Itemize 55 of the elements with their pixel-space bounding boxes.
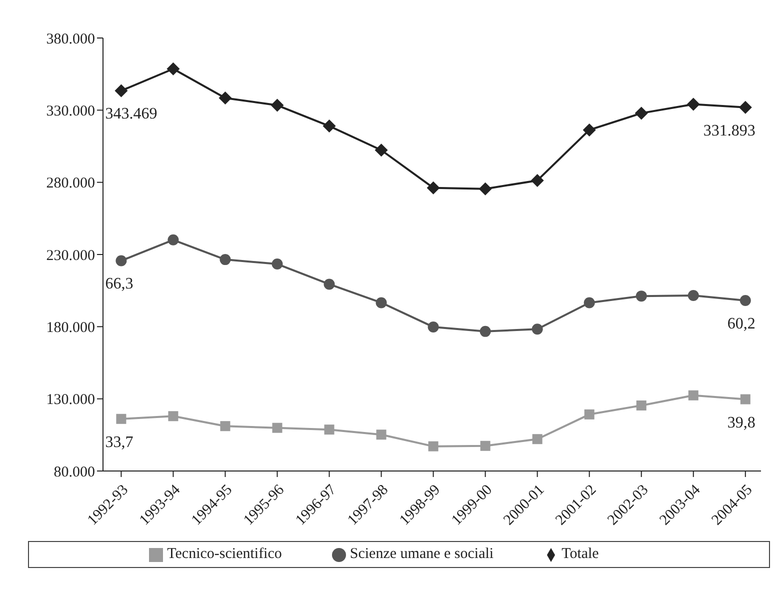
- point: [168, 411, 178, 422]
- point: [374, 144, 388, 157]
- point: [478, 182, 492, 196]
- point: [688, 290, 699, 301]
- point: [166, 62, 180, 76]
- point: [738, 100, 752, 114]
- y-tick-label: 130.000: [46, 392, 95, 408]
- point: [220, 421, 230, 432]
- legend-label: Scienze umane e sociali: [350, 546, 494, 562]
- point: [740, 295, 751, 306]
- y-tick-label: 380.000: [46, 31, 95, 48]
- point: [322, 120, 336, 133]
- y-tick-label: 80.000: [54, 464, 95, 480]
- point: [582, 123, 596, 136]
- point: [688, 390, 698, 400]
- point: [324, 424, 334, 435]
- point: [480, 326, 491, 337]
- point: [428, 321, 439, 332]
- annotation: 331.893: [703, 122, 756, 140]
- point: [530, 174, 544, 187]
- annotation: 343.469: [105, 106, 158, 123]
- y-tick-label: 230.000: [46, 248, 95, 264]
- point: [532, 324, 543, 335]
- point: [116, 255, 127, 266]
- annotation: 33,7: [105, 434, 134, 451]
- point: [168, 234, 179, 246]
- point: [116, 414, 126, 424]
- point: [480, 440, 490, 451]
- point: [428, 441, 438, 452]
- point: [272, 422, 282, 433]
- point: [270, 98, 284, 112]
- y-tick-label: 280.000: [46, 176, 95, 192]
- point: [220, 254, 231, 266]
- point: [634, 106, 648, 120]
- annotation: 66,3: [105, 276, 134, 293]
- point: [218, 92, 232, 105]
- point: [376, 297, 387, 308]
- point: [636, 290, 647, 302]
- point: [740, 394, 750, 404]
- y-tick-label: 330.000: [46, 103, 95, 120]
- annotation: 39,8: [727, 414, 756, 432]
- legend-label: Tecnico-scientifico: [167, 546, 282, 562]
- point: [376, 430, 386, 440]
- point: [532, 434, 542, 444]
- annotation: 60,2: [727, 316, 756, 333]
- point: [584, 409, 594, 420]
- point: [636, 400, 646, 410]
- point: [686, 98, 700, 111]
- point: [324, 278, 335, 290]
- point: [272, 258, 283, 270]
- point: [426, 181, 440, 194]
- y-tick-label: 180.000: [46, 320, 95, 336]
- legend-label: Totale: [562, 546, 599, 562]
- point: [114, 84, 128, 98]
- point: [584, 297, 595, 308]
